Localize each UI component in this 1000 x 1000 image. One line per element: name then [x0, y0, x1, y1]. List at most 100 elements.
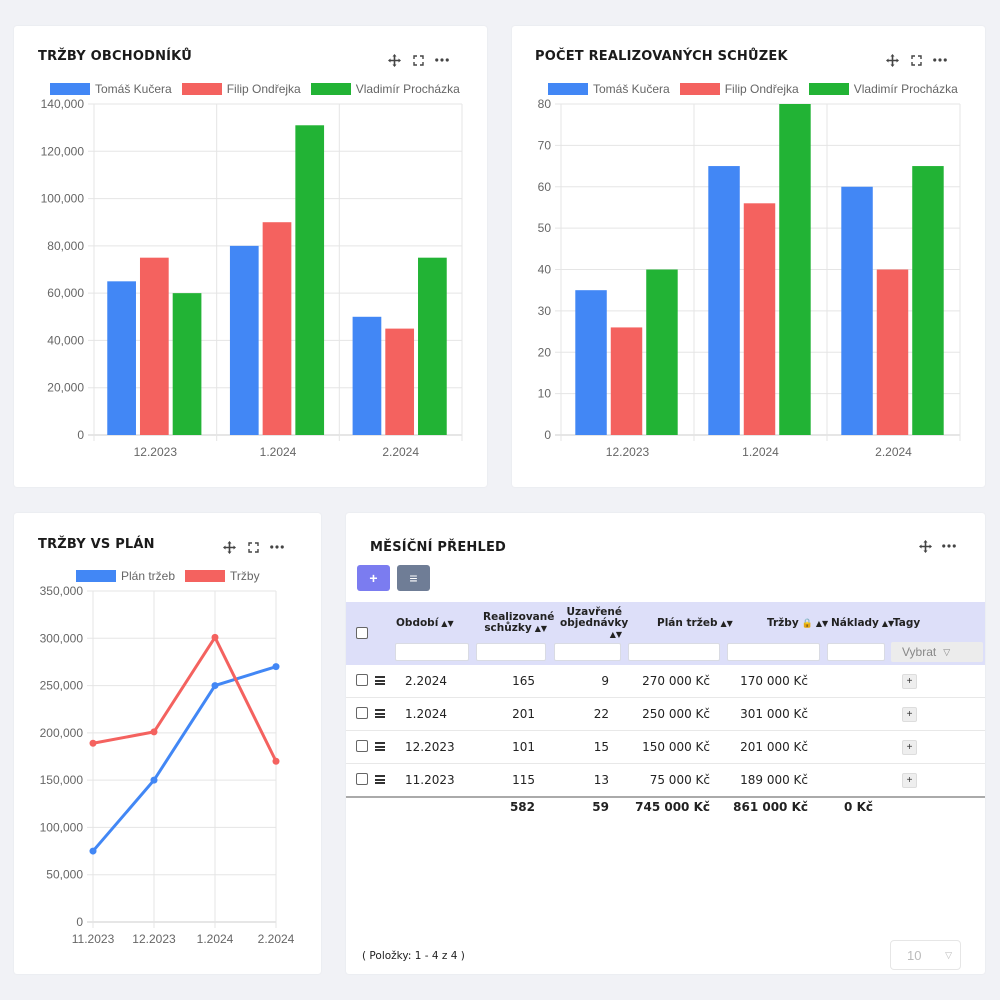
row-menu-icon[interactable]	[375, 742, 385, 751]
column-header-sales[interactable]: Tržby 🔒 ▲▼	[767, 618, 828, 630]
filter-costs[interactable]	[827, 643, 885, 661]
cell-meetings: 201	[512, 707, 535, 721]
expand-icon[interactable]	[411, 53, 425, 67]
bar[interactable]	[876, 269, 909, 436]
legend-label: Plán tržeb	[121, 569, 176, 583]
select-all-checkbox[interactable]	[356, 627, 368, 639]
table-row[interactable]	[346, 731, 985, 764]
legend-swatch	[185, 570, 226, 582]
add-tag-button[interactable]: +	[902, 674, 917, 689]
header-label: Uzavřené	[566, 606, 622, 618]
data-point[interactable]	[211, 633, 219, 641]
bar[interactable]	[743, 203, 776, 435]
more-icon[interactable]	[435, 53, 449, 67]
data-point[interactable]	[272, 757, 280, 765]
table-menu-button[interactable]: ≡	[397, 565, 430, 591]
add-tag-button[interactable]: +	[902, 707, 917, 722]
sales-bar-chart: 0 20,000 40,000 60,000 80,000 100,000 120,000 1…	[41, 97, 463, 459]
table-row[interactable]	[346, 698, 985, 731]
expand-icon[interactable]	[246, 540, 260, 554]
x-tick-label: 12.2023	[606, 445, 650, 459]
filter-period[interactable]	[395, 643, 469, 661]
card-tools	[885, 53, 947, 67]
filter-sales[interactable]	[727, 643, 820, 661]
bar[interactable]	[229, 245, 259, 435]
more-icon[interactable]	[270, 540, 284, 554]
plan-line-chart: 0 50,000 100,000 150,000 200,000 250,000 300,0…	[40, 584, 295, 946]
row-checkbox[interactable]	[356, 773, 368, 785]
row-menu-icon[interactable]	[375, 775, 385, 784]
column-header-plan[interactable]: Plán tržeb ▲▼	[657, 618, 733, 629]
move-icon[interactable]	[885, 53, 899, 67]
bar[interactable]	[575, 290, 607, 435]
filter-orders[interactable]	[554, 643, 621, 661]
data-point[interactable]	[89, 739, 97, 747]
bar[interactable]	[912, 166, 944, 435]
bar[interactable]	[610, 327, 643, 435]
data-point[interactable]	[272, 663, 280, 671]
row-menu-icon[interactable]	[375, 676, 385, 685]
move-icon[interactable]	[222, 540, 236, 554]
legend-item[interactable]: Tomáš Kučera	[548, 82, 670, 96]
cell-meetings: 165	[512, 674, 535, 688]
series-line[interactable]	[91, 665, 277, 853]
add-row-button[interactable]: +	[357, 565, 390, 591]
add-tag-button[interactable]: +	[902, 773, 917, 788]
column-header-meetings[interactable]: Realizované schůzky ▲▼	[483, 612, 554, 634]
cell-orders: 13	[593, 773, 609, 787]
data-point[interactable]	[89, 847, 97, 855]
y-tick-label: 120,000	[41, 144, 85, 158]
legend-item[interactable]: Tomáš Kučera	[50, 82, 172, 96]
y-tick-label: 100,000	[40, 820, 84, 834]
bar[interactable]	[646, 269, 678, 436]
legend-item[interactable]: Vladimír Procházka	[310, 82, 460, 96]
move-icon[interactable]	[387, 53, 401, 67]
row-checkbox[interactable]	[356, 740, 368, 752]
row-menu-icon[interactable]	[375, 709, 385, 718]
more-icon[interactable]	[942, 539, 956, 553]
add-tag-button[interactable]: +	[902, 740, 917, 755]
bar[interactable]	[418, 257, 447, 435]
cell-meetings: 101	[512, 740, 535, 754]
column-header-costs[interactable]: Náklady ▲▼	[831, 618, 894, 629]
data-point[interactable]	[211, 682, 219, 690]
legend-item[interactable]: Vladimír Procházka	[808, 82, 958, 96]
cell-plan: 150 000 Kč	[642, 740, 710, 754]
row-checkbox[interactable]	[356, 707, 368, 719]
filter-tags-select[interactable]: Vybrat ▽	[891, 642, 983, 662]
cell-period: 11.2023	[405, 773, 455, 787]
header-label: Náklady	[831, 617, 879, 629]
bar[interactable]	[779, 104, 811, 435]
page-size-select[interactable]: 10 ▽	[890, 940, 961, 970]
lock-icon: 🔒	[801, 619, 813, 629]
expand-icon[interactable]	[909, 53, 923, 67]
legend-item[interactable]: Filip Ondřejka	[181, 82, 301, 96]
bar[interactable]	[107, 281, 136, 435]
legend-item[interactable]: Filip Ondřejka	[679, 82, 799, 96]
bar[interactable]	[352, 316, 382, 435]
bar[interactable]	[262, 222, 292, 435]
filter-plan[interactable]	[628, 643, 720, 661]
data-point[interactable]	[150, 776, 158, 784]
bar[interactable]	[295, 125, 325, 436]
more-icon[interactable]	[933, 53, 947, 67]
data-point[interactable]	[150, 728, 158, 736]
table-row[interactable]	[346, 665, 985, 698]
row-checkbox[interactable]	[356, 674, 368, 686]
bar[interactable]	[172, 293, 202, 435]
card-title: POČET REALIZOVANÝCH SCHŮZEK	[535, 49, 788, 64]
legend-item[interactable]: Tržby	[185, 569, 260, 583]
card-title: TRŽBY VS PLÁN	[38, 537, 155, 552]
bar[interactable]	[841, 186, 873, 435]
legend-item[interactable]: Plán tržeb	[76, 569, 175, 583]
series-line[interactable]	[92, 634, 278, 762]
bar[interactable]	[385, 328, 415, 435]
bar[interactable]	[139, 257, 169, 435]
filter-meetings[interactable]	[476, 643, 546, 661]
y-tick-label: 10	[538, 387, 552, 401]
y-tick-label: 0	[544, 428, 551, 442]
column-header-orders[interactable]: Uzavřené objednávky ▲▼	[560, 606, 628, 640]
column-header-period[interactable]: Období ▲▼	[396, 618, 454, 629]
move-icon[interactable]	[918, 539, 932, 553]
bar[interactable]	[708, 166, 740, 435]
